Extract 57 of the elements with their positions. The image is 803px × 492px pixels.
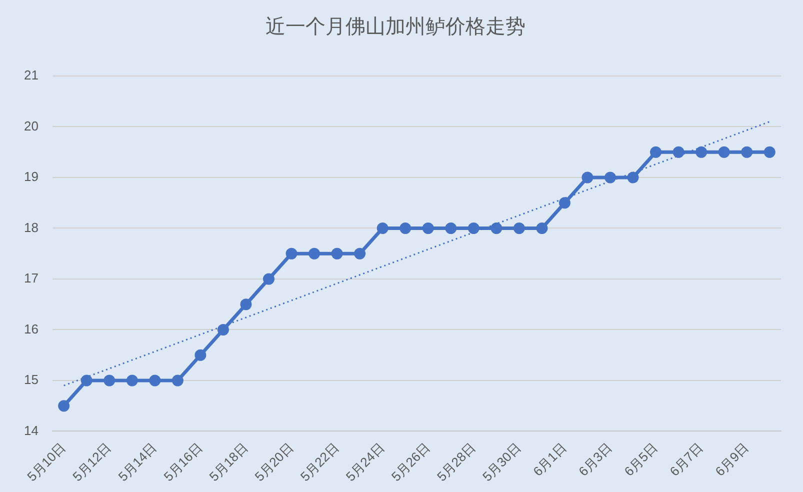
point xyxy=(80,374,92,386)
x-tick-label: 5月20日 xyxy=(252,440,296,484)
x-tick-label: 6月9日 xyxy=(712,440,752,480)
y-tick-label: 18 xyxy=(24,220,38,235)
point xyxy=(172,374,184,386)
y-tick-label: 19 xyxy=(24,169,38,184)
chart-title: 近一个月佛山加州鲈价格走势 xyxy=(266,14,526,38)
x-tick-label: 6月1日 xyxy=(530,440,570,480)
point xyxy=(627,172,639,184)
point xyxy=(286,248,298,260)
x-tick-label: 5月28日 xyxy=(434,440,478,484)
x-tick-label: 6月3日 xyxy=(576,440,615,480)
point xyxy=(149,374,161,386)
point xyxy=(764,146,776,158)
y-tick-label: 21 xyxy=(24,68,38,83)
y-tick-label: 17 xyxy=(24,270,38,286)
point xyxy=(194,349,206,361)
point xyxy=(217,324,229,336)
point xyxy=(582,172,594,184)
point xyxy=(672,146,684,158)
point xyxy=(354,248,366,260)
x-tick-label: 5月22日 xyxy=(297,440,342,484)
point xyxy=(262,273,274,285)
point xyxy=(58,400,70,412)
y-tick-label: 16 xyxy=(24,321,38,336)
point xyxy=(558,197,570,209)
point xyxy=(650,146,662,158)
x-tick-label: 5月24日 xyxy=(342,440,388,484)
x-tick-label: 6月5日 xyxy=(621,440,660,480)
point xyxy=(741,146,753,158)
x-tick-label: 5月16日 xyxy=(160,440,206,484)
point xyxy=(604,172,616,184)
point xyxy=(513,222,525,234)
point xyxy=(308,248,320,260)
point xyxy=(468,222,480,234)
x-tick-label: 5月18日 xyxy=(206,440,251,484)
point xyxy=(422,222,434,234)
x-tick-label: 5月26日 xyxy=(388,440,433,484)
point xyxy=(490,222,502,234)
y-tick-label: 15 xyxy=(24,372,38,388)
x-tick-label: 5月12日 xyxy=(70,440,114,484)
x-tick-label: 6月7日 xyxy=(666,440,706,480)
point xyxy=(331,248,343,260)
point xyxy=(536,222,548,234)
y-tick-label: 14 xyxy=(24,422,38,438)
point xyxy=(240,298,252,310)
y-tick-label: 20 xyxy=(24,118,38,134)
point xyxy=(126,374,138,386)
x-tick-label: 5月14日 xyxy=(115,440,160,484)
x-tick-label: 5月30日 xyxy=(479,440,524,484)
point xyxy=(718,146,730,158)
point xyxy=(376,222,388,234)
point xyxy=(400,222,412,234)
x-tick-label: 5月10日 xyxy=(24,440,68,484)
point xyxy=(445,222,457,234)
point xyxy=(696,146,708,158)
point xyxy=(104,374,116,386)
